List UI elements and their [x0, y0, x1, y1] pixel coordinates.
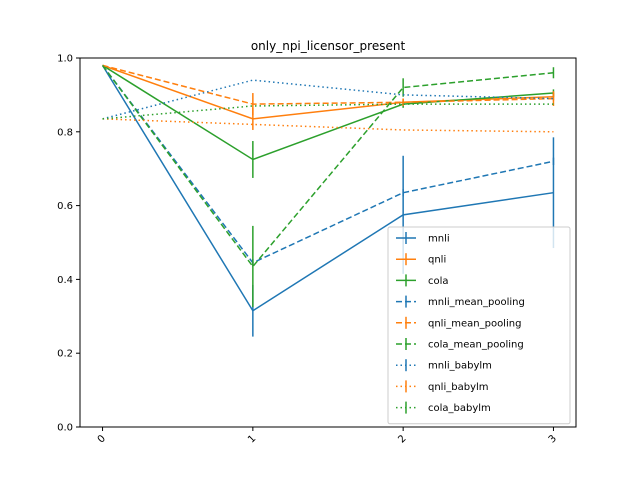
legend-label-cola_mean_pooling: cola_mean_pooling [428, 340, 524, 351]
legend-label-qnli: qnli [428, 255, 446, 266]
series-line-mnli_mean_pooling [101, 64, 554, 264]
y-tick-label-4: 0.8 [57, 127, 73, 138]
series-line-mnli [101, 64, 554, 312]
series-line-qnli_mean_pooling [102, 64, 554, 105]
legend-label-mnli_mean_pooling: mnli_mean_pooling [428, 297, 525, 308]
legend-label-qnli_babylm: qnli_babylm [428, 382, 489, 393]
y-tick-label-2: 0.4 [57, 275, 73, 286]
series-line-cola_mean_pooling [101, 64, 554, 268]
legend-label-cola_babylm: cola_babylm [428, 403, 491, 414]
series-line-qnli_babylm [102, 118, 554, 133]
y-tick-label-0: 0.0 [57, 423, 73, 434]
y-tick-label-3: 0.6 [57, 201, 73, 212]
y-tick-label-1: 0.2 [57, 349, 73, 360]
y-tick-label-5: 1.0 [57, 54, 73, 65]
legend-label-mnli: mnli [428, 234, 450, 245]
plot-frame [79, 57, 577, 428]
chart-title: only_npi_licensor_present [251, 39, 406, 53]
legend-box [387, 226, 571, 425]
legend-label-cola: cola [428, 276, 449, 287]
legend-label-mnli_babylm: mnli_babylm [428, 361, 492, 372]
series-line-cola_babylm [102, 103, 554, 120]
legend-label-qnli_mean_pooling: qnli_mean_pooling [428, 318, 521, 329]
series-line-qnli [102, 64, 554, 120]
series-line-cola [102, 64, 554, 161]
series-line-mnli_babylm [102, 79, 554, 120]
